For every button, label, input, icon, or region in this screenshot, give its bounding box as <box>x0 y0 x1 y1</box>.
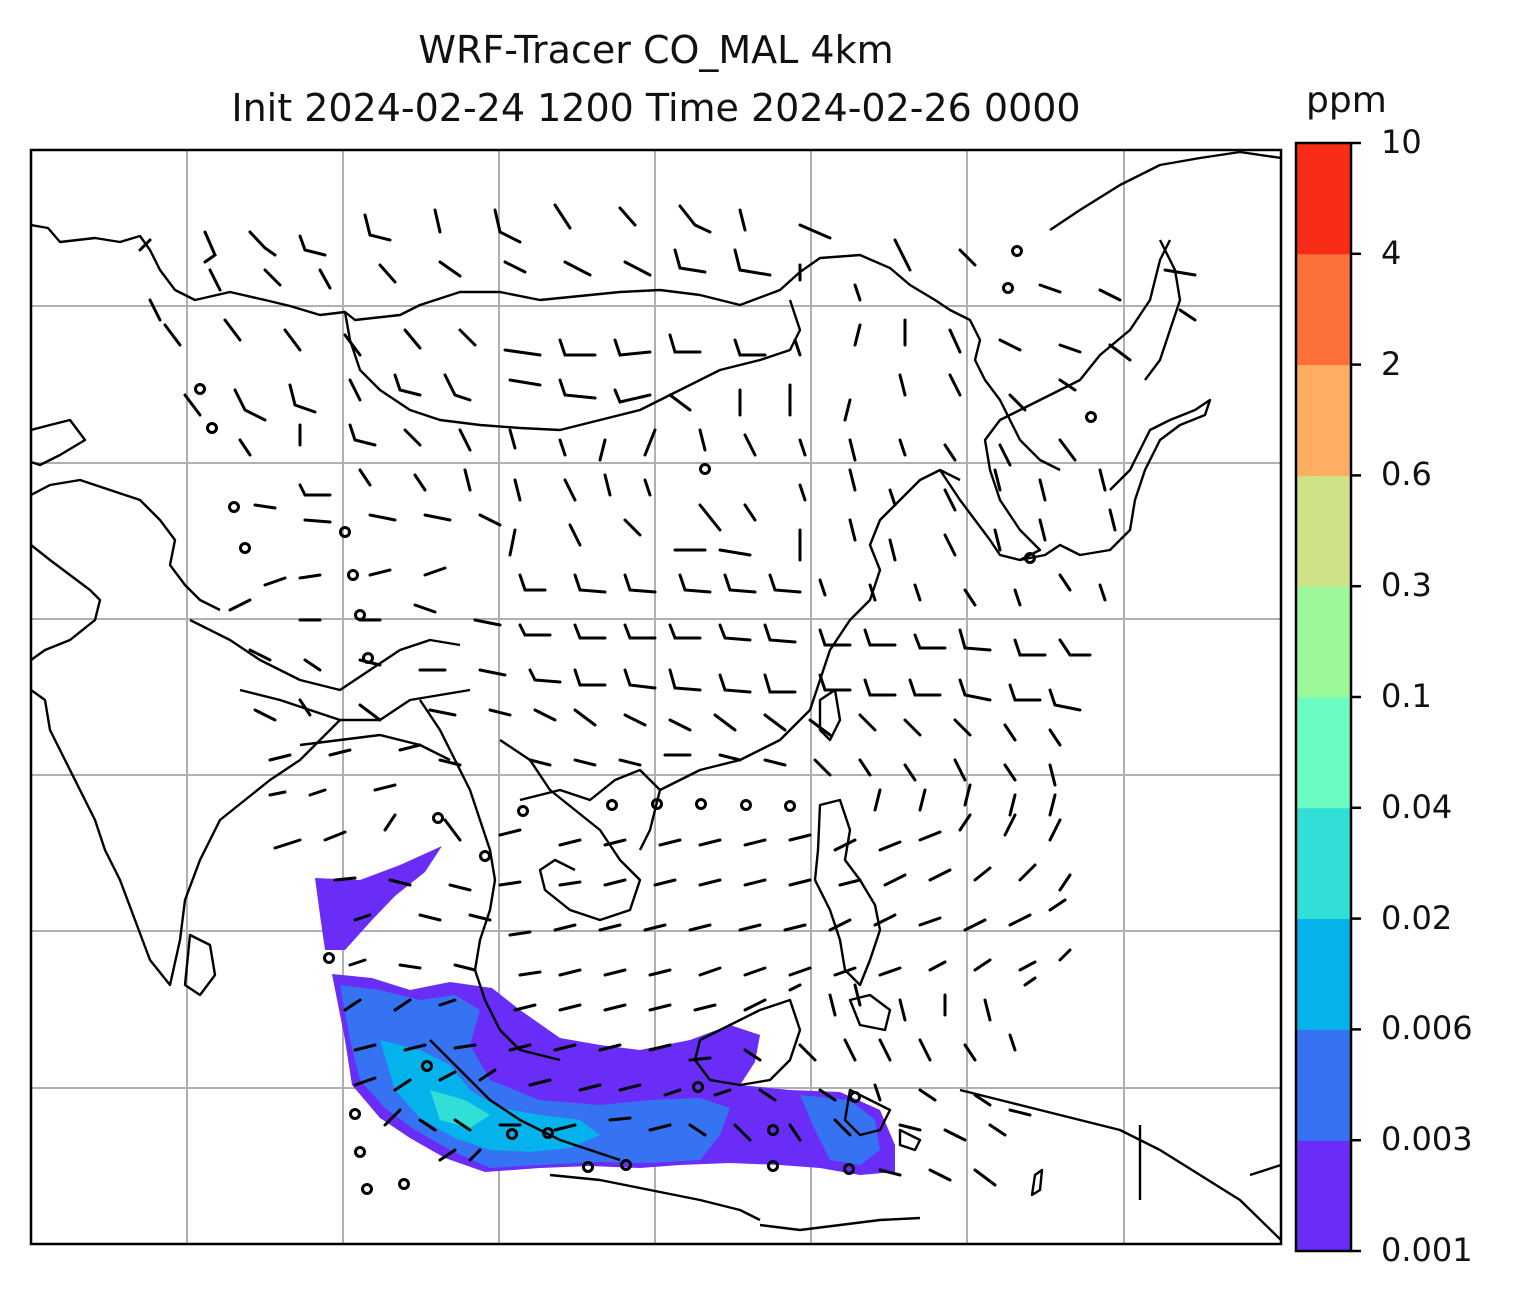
chart-title-line1: WRF-Tracer CO_MAL 4km <box>418 28 894 72</box>
tracer-plume <box>315 846 895 1175</box>
colorbar-tick-label: 10 <box>1381 123 1422 161</box>
plume-0.02 <box>430 1090 490 1128</box>
colorbar-tick-label: 0.003 <box>1381 1120 1473 1159</box>
colorbar-unit-label: ppm <box>1306 80 1387 121</box>
wind-barbs <box>138 203 1197 1187</box>
colorbar-tick-label: 0.001 <box>1381 1231 1473 1269</box>
colorbar-tick-label: 0.1 <box>1381 677 1432 715</box>
colorbar-tick-label: 0.02 <box>1381 898 1453 937</box>
colorbar-segment <box>1296 697 1351 809</box>
plume-east-0.003 <box>800 1095 880 1165</box>
colorbar-segment <box>1296 807 1351 920</box>
colorbar-tick-label: 0.006 <box>1381 1009 1473 1048</box>
colorbar <box>1294 141 1361 1253</box>
colorbar-tick-label: 0.3 <box>1381 566 1432 605</box>
colorbar-segment <box>1296 364 1351 476</box>
colorbar-tick-label: 2 <box>1381 344 1402 383</box>
plume-north-patch <box>315 846 442 950</box>
chart-title-line2: Init 2024-02-24 1200 Time 2024-02-26 000… <box>231 86 1081 130</box>
colorbar-segment <box>1296 1140 1351 1252</box>
colorbar-segment <box>1296 586 1351 698</box>
map-frame <box>29 148 1283 1246</box>
coastlines <box>31 150 1281 1241</box>
colorbar-tick-label: 0.6 <box>1381 455 1432 494</box>
colorbar-tick-label: 4 <box>1381 233 1402 272</box>
colorbar-segment <box>1296 143 1351 255</box>
colorbar-segment <box>1296 918 1351 1030</box>
calm-wind-markers <box>194 245 1097 1195</box>
colorbar-segment <box>1296 1029 1351 1141</box>
colorbar-tick-label: 0.04 <box>1381 787 1453 826</box>
colorbar-segment <box>1296 253 1351 366</box>
colorbar-segment <box>1296 475 1351 587</box>
plume-0.006 <box>380 1040 600 1152</box>
